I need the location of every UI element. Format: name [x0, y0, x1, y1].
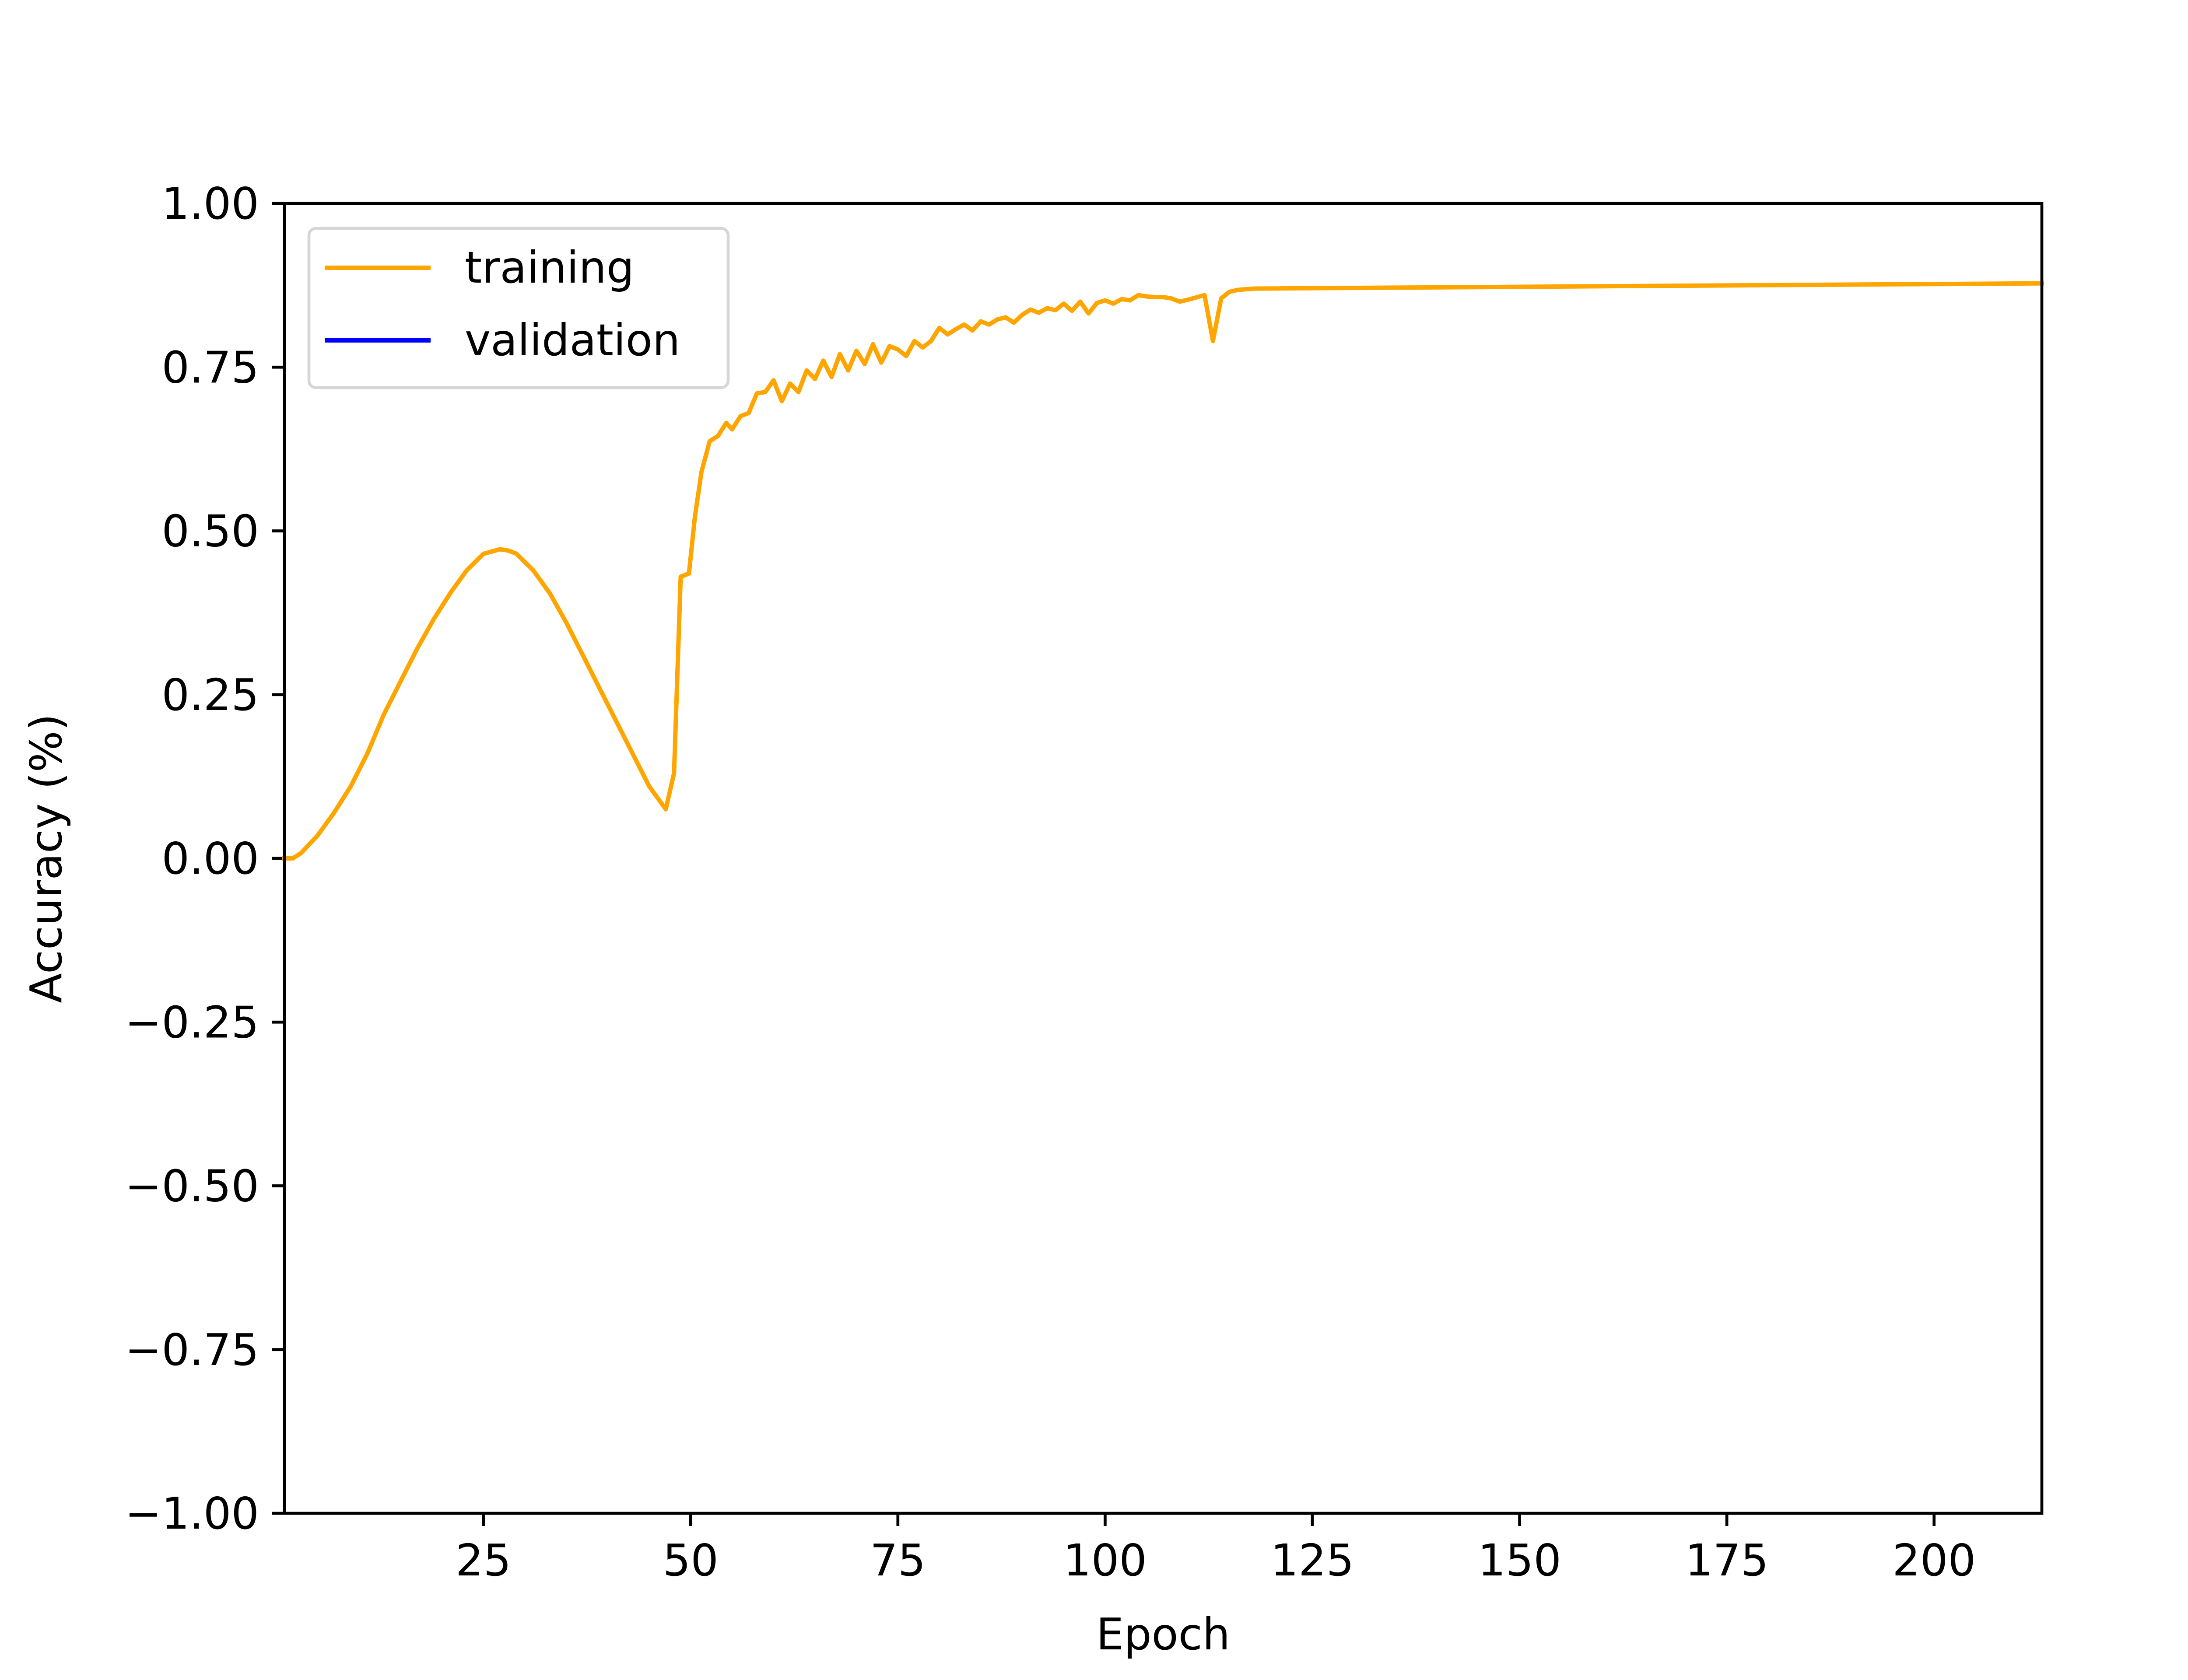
y-tick-label: 0.25 [161, 669, 259, 721]
plot-area [284, 203, 2042, 1513]
x-tick-label: 50 [663, 1535, 719, 1586]
y-tick-label: 0.50 [161, 506, 259, 557]
legend-label-validation: validation [465, 315, 680, 366]
series-layer [282, 281, 2044, 861]
y-axis: −1.00 −0.75 −0.50 −0.25 0.00 0.25 0.50 0.75 1.00 [125, 178, 284, 1539]
x-tick-label: 25 [456, 1535, 511, 1586]
plot-frame [283, 202, 2044, 1515]
y-tick-label: 0.00 [161, 833, 259, 884]
x-tick-label: 200 [1892, 1535, 1976, 1586]
y-tick-label: −1.00 [125, 1488, 259, 1539]
x-tick-label: 150 [1478, 1535, 1561, 1586]
y-tick-label: 0.75 [161, 342, 259, 393]
y-tick-label: −0.75 [125, 1324, 259, 1376]
x-tick-label: 125 [1271, 1535, 1354, 1586]
y-tick-label: −0.50 [125, 1161, 259, 1212]
legend-label-training: training [465, 242, 634, 293]
legend: training validation [307, 227, 730, 389]
y-tick-label: 1.00 [161, 178, 259, 229]
y-axis-label: Accuracy (%) [21, 714, 72, 1003]
x-tick-label: 75 [870, 1535, 926, 1586]
series-line-training [282, 281, 2044, 861]
x-tick-label: 100 [1063, 1535, 1147, 1586]
x-axis: 25 50 75 100 125 150 175 200 [456, 1513, 1976, 1586]
x-axis-label: Epoch [1096, 1609, 1230, 1660]
x-tick-label: 175 [1685, 1535, 1769, 1586]
y-tick-label: −0.25 [125, 997, 259, 1048]
